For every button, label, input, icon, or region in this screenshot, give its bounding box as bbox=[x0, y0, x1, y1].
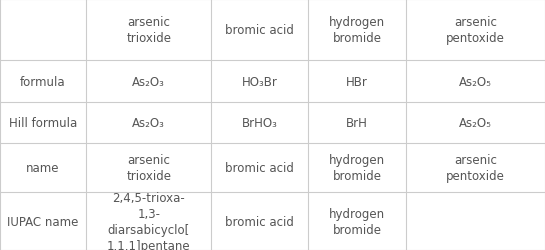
Text: BrH: BrH bbox=[346, 117, 368, 130]
Text: bromic acid: bromic acid bbox=[225, 215, 294, 228]
Text: hydrogen
bromide: hydrogen bromide bbox=[329, 16, 385, 45]
Text: As₂O₃: As₂O₃ bbox=[132, 117, 165, 130]
Text: As₂O₅: As₂O₅ bbox=[459, 117, 492, 130]
Text: name: name bbox=[26, 162, 60, 174]
Text: HO₃Br: HO₃Br bbox=[242, 76, 277, 88]
Text: bromic acid: bromic acid bbox=[225, 162, 294, 174]
Text: arsenic
pentoxide: arsenic pentoxide bbox=[446, 16, 505, 45]
Text: formula: formula bbox=[20, 76, 66, 88]
Text: arsenic
pentoxide: arsenic pentoxide bbox=[446, 154, 505, 182]
Text: arsenic
trioxide: arsenic trioxide bbox=[126, 154, 171, 182]
Text: As₂O₅: As₂O₅ bbox=[459, 76, 492, 88]
Text: IUPAC name: IUPAC name bbox=[8, 215, 78, 228]
Text: 2,4,5-trioxa-
1,3-
diarsabicyclo[
1.1.1]pentane: 2,4,5-trioxa- 1,3- diarsabicyclo[ 1.1.1]… bbox=[107, 191, 191, 250]
Text: hydrogen
bromide: hydrogen bromide bbox=[329, 154, 385, 182]
Text: Hill formula: Hill formula bbox=[9, 117, 77, 130]
Text: BrHO₃: BrHO₃ bbox=[242, 117, 277, 130]
Text: hydrogen
bromide: hydrogen bromide bbox=[329, 207, 385, 236]
Text: arsenic
trioxide: arsenic trioxide bbox=[126, 16, 171, 45]
Text: HBr: HBr bbox=[346, 76, 368, 88]
Text: As₂O₃: As₂O₃ bbox=[132, 76, 165, 88]
Text: bromic acid: bromic acid bbox=[225, 24, 294, 37]
